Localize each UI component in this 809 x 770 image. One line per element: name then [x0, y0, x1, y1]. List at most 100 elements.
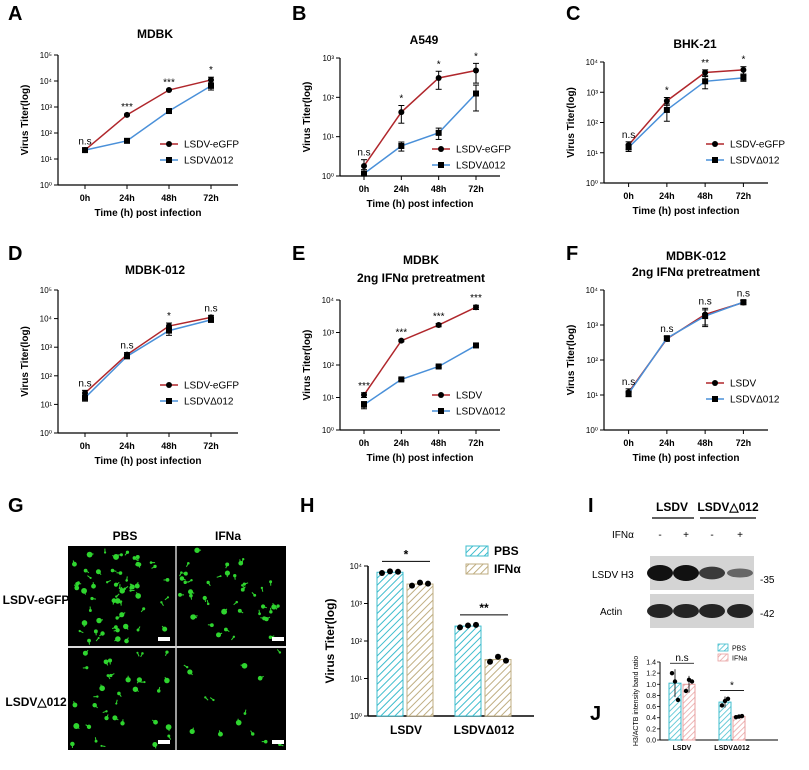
gfp-process	[218, 730, 221, 735]
x-axis-label: Time (h) post infection	[632, 206, 739, 217]
data-point	[124, 111, 130, 118]
gfp-process	[168, 735, 172, 740]
blot-ifn-state: -	[710, 530, 713, 541]
panel-label-i: I	[588, 495, 594, 517]
legend-label: LSDV-eGFP	[456, 145, 511, 156]
gfp-process	[137, 626, 141, 631]
blot-band-h3	[673, 565, 699, 581]
y-axis-label: Virus Titer(log)	[323, 599, 337, 684]
legend-label: LSDVΔ012	[730, 395, 780, 406]
microscopy-image-lsdv-ifn	[176, 546, 286, 646]
x-tick-label: 48h	[697, 191, 713, 201]
y-tick-label: 10²	[40, 129, 52, 138]
series-line	[84, 79, 212, 151]
data-point	[740, 74, 747, 81]
gfp-process	[87, 575, 91, 579]
significance-label: n.s	[698, 296, 711, 307]
data-point	[398, 376, 405, 383]
gfp-process	[72, 560, 75, 565]
series-line	[363, 69, 477, 167]
blot-group-mut: LSDV△012	[697, 500, 759, 514]
gfp-cell	[218, 731, 223, 737]
panel-label-j: J	[590, 703, 601, 725]
y-tick-label: 0.8	[646, 693, 656, 700]
gfp-process	[73, 701, 76, 706]
gfp-process	[204, 597, 207, 603]
x-tick-label: 48h	[431, 438, 447, 448]
blot-ifn-label: IFNα	[612, 530, 634, 541]
series-line	[627, 301, 744, 394]
gfp-process	[99, 633, 103, 637]
panel-label-h: H	[300, 495, 314, 517]
gfp-process	[112, 600, 115, 605]
x-tick-label: 24h	[119, 193, 135, 203]
gfp-process	[161, 625, 166, 630]
bar	[484, 659, 512, 717]
legend-label: LSDVΔ012	[456, 161, 506, 172]
x-tick-label: 72h	[468, 184, 484, 194]
data-point	[398, 142, 405, 149]
data-point	[361, 401, 367, 408]
data-point	[435, 363, 442, 370]
data-point	[435, 322, 442, 329]
y-tick-label: 10¹	[40, 400, 52, 409]
significance-label: *	[741, 55, 745, 66]
gfp-process	[115, 699, 118, 704]
gfp-process	[244, 582, 249, 585]
y-axis-label: Virus Titer(log)	[566, 87, 577, 158]
legend-marker	[166, 157, 172, 163]
data-point	[625, 390, 632, 397]
x-tick-label: 48h	[431, 184, 447, 194]
chart-title-b: A549	[410, 33, 439, 47]
data-point	[208, 82, 214, 89]
gfp-process	[106, 579, 111, 583]
y-tick-label: 10³	[40, 103, 52, 112]
gfp-process	[107, 675, 111, 680]
y-tick-label: 10⁰	[40, 429, 52, 438]
data-point	[398, 337, 405, 344]
y-tick-label: 10¹	[322, 133, 334, 142]
gfp-process	[207, 582, 211, 587]
data-point	[124, 353, 130, 360]
x-tick-label: 0h	[359, 184, 370, 194]
legend-label: LSDV-eGFP	[184, 140, 239, 151]
data-point	[473, 67, 479, 74]
gfp-process	[258, 609, 261, 614]
gfp-process	[129, 583, 133, 588]
gfp-process	[91, 598, 97, 600]
gfp-process	[136, 592, 139, 597]
gfp-process	[250, 730, 254, 735]
y-tick-label: 0.6	[646, 704, 656, 711]
significance-label: *	[167, 311, 171, 322]
data-point	[361, 162, 367, 169]
gfp-process	[100, 684, 103, 689]
gfp-process	[272, 602, 275, 608]
gfp-process	[244, 709, 247, 714]
significance-label: *	[665, 86, 669, 97]
gfp-cell	[178, 592, 182, 597]
gfp-cell	[119, 612, 125, 618]
data-point	[166, 87, 172, 94]
significance-label: ***	[395, 328, 407, 339]
replicate-point	[473, 621, 479, 628]
y-tick-label: 10¹	[350, 675, 362, 684]
blot-marker-42: -42	[760, 609, 775, 620]
panel-label-a: A	[8, 3, 22, 25]
x-tick-label: 0h	[80, 441, 91, 451]
gfp-cell	[189, 593, 193, 598]
blot-band-actin	[699, 604, 725, 618]
gfp-process	[231, 636, 235, 641]
replicate-point	[465, 622, 471, 629]
y-tick-label: 10⁰	[586, 426, 598, 435]
microscopy-col-pbs: PBS	[113, 529, 138, 543]
blot-group-lsdv: LSDV	[656, 500, 688, 514]
gfp-process	[262, 606, 268, 609]
significance-label: *	[404, 547, 409, 561]
replicate-point	[409, 582, 415, 589]
legend-marker	[712, 380, 718, 386]
y-tick-label: 10⁰	[322, 426, 334, 435]
gfp-process	[179, 572, 182, 577]
chart-title-e-line2: 2ng IFNα pretreatment	[357, 271, 485, 285]
y-tick-label: 10⁴	[40, 77, 53, 86]
